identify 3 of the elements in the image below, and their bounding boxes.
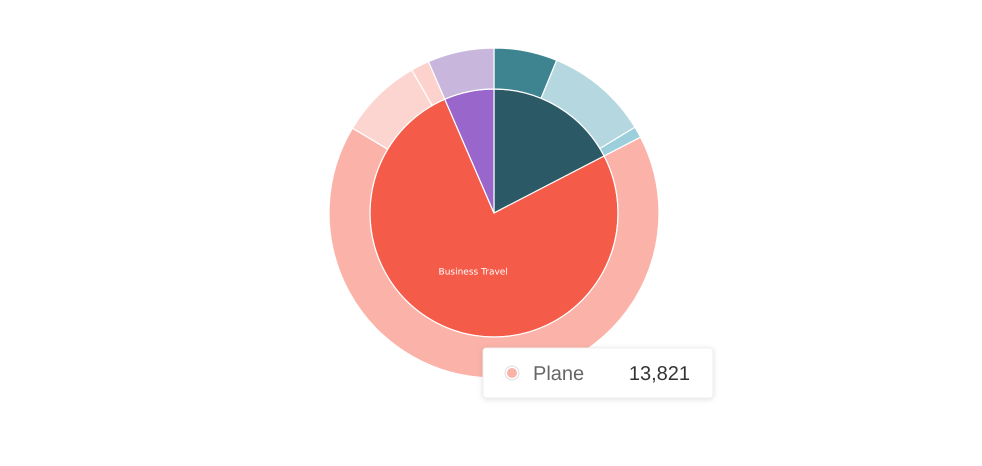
- slice-label: Business Travel: [438, 267, 508, 278]
- text: 13,821: [628, 363, 690, 385]
- text: Plane: [533, 363, 584, 385]
